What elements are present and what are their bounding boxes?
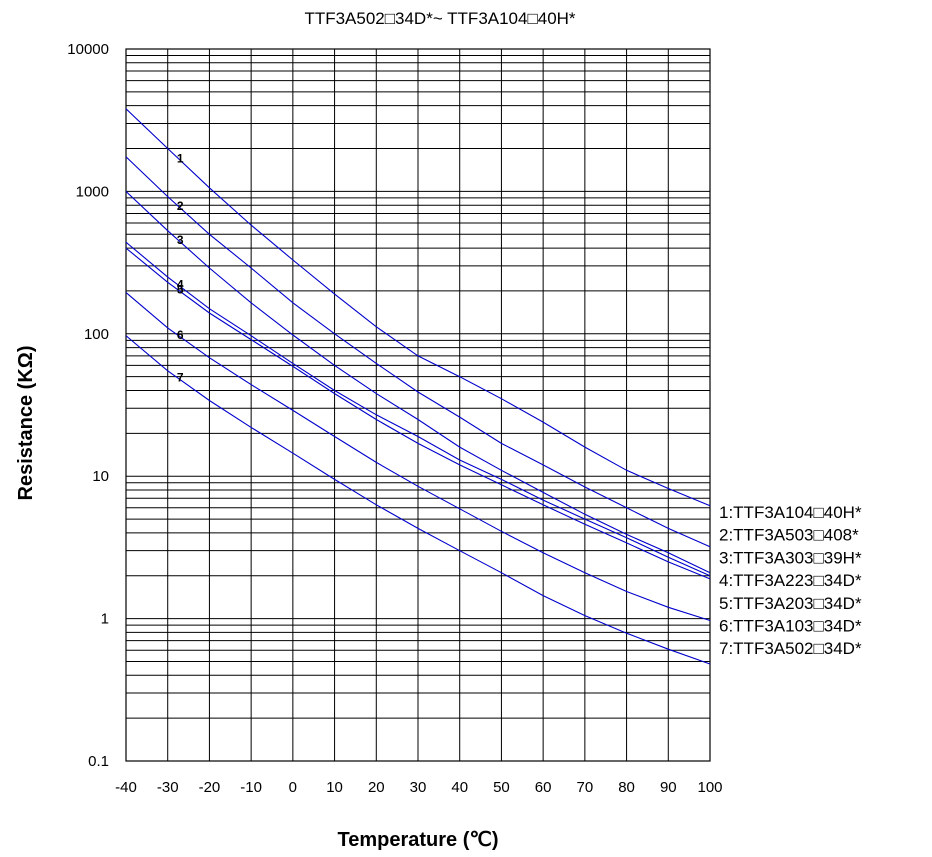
series-lines [125, 108, 711, 665]
series-line-5 [125, 247, 711, 580]
y-axis-ticks: 10000 1000 100 10 1 0.1 [67, 41, 109, 770]
curve-number-4: 4 [177, 278, 184, 292]
legend-entry-3: 3:TTF3A303□39H* [719, 548, 862, 567]
plot-frame [125, 48, 711, 762]
curve-number-2: 2 [177, 199, 184, 213]
x-tick-label: -20 [199, 779, 221, 796]
x-tick-label: 30 [410, 779, 427, 796]
x-tick-label: 80 [618, 779, 635, 796]
x-axis-ticks: -40 -30 -20 -10 0 10 20 30 40 50 60 70 80 90 100 [115, 779, 722, 796]
x-tick-label: 0 [289, 779, 297, 796]
x-tick-label: 60 [535, 779, 552, 796]
curve-number-6: 6 [177, 328, 184, 342]
x-tick-label: 70 [577, 779, 594, 796]
x-tick-label: -30 [157, 779, 179, 796]
series-line-6 [125, 292, 711, 622]
legend-entry-4: 4:TTF3A223□34D* [719, 571, 862, 590]
curve-number-7: 7 [177, 371, 184, 385]
y-tick-label: 10000 [67, 41, 109, 58]
curve-number-5: 5 [177, 283, 184, 297]
series-line-2 [125, 156, 711, 548]
x-tick-label: 90 [660, 779, 677, 796]
legend-entry-5: 5:TTF3A203□34D* [719, 594, 862, 613]
y-tick-label: 1 [101, 611, 109, 628]
x-tick-label: 40 [451, 779, 468, 796]
y-tick-label: 100 [84, 326, 109, 343]
series-line-1 [125, 108, 711, 507]
legend-entry-7: 7:TTF3A502□34D* [719, 639, 862, 658]
series-line-7 [125, 335, 711, 665]
x-tick-label: 10 [326, 779, 343, 796]
grid [125, 48, 711, 762]
curve-number-1: 1 [177, 151, 184, 165]
curve-number-3: 3 [177, 233, 184, 247]
y-tick-label: 1000 [76, 183, 109, 200]
x-tick-label: 20 [368, 779, 385, 796]
x-tick-label: 100 [697, 779, 722, 796]
legend: 1:TTF3A104□40H* 2:TTF3A503□408* 3:TTF3A303… [719, 503, 862, 658]
legend-entry-2: 2:TTF3A503□408* [719, 526, 859, 545]
x-axis-title: Temperature (℃) [337, 829, 498, 851]
y-axis-title: Resistance (KΩ) [15, 346, 37, 501]
legend-entry-6: 6:TTF3A103□34D* [719, 617, 862, 636]
curve-numbers: 1 2 3 45 6 7 [177, 151, 184, 384]
series-line-3 [125, 190, 711, 574]
x-tick-label: -10 [240, 779, 262, 796]
y-tick-label: 0.1 [88, 753, 109, 770]
y-tick-label: 10 [92, 468, 109, 485]
series-line-4 [125, 241, 711, 577]
legend-entry-1: 1:TTF3A104□40H* [719, 503, 862, 522]
x-tick-label: -40 [115, 779, 137, 796]
x-tick-label: 50 [493, 779, 510, 796]
chart-title: TTF3A502□34D*~ TTF3A104□40H* [304, 9, 575, 28]
